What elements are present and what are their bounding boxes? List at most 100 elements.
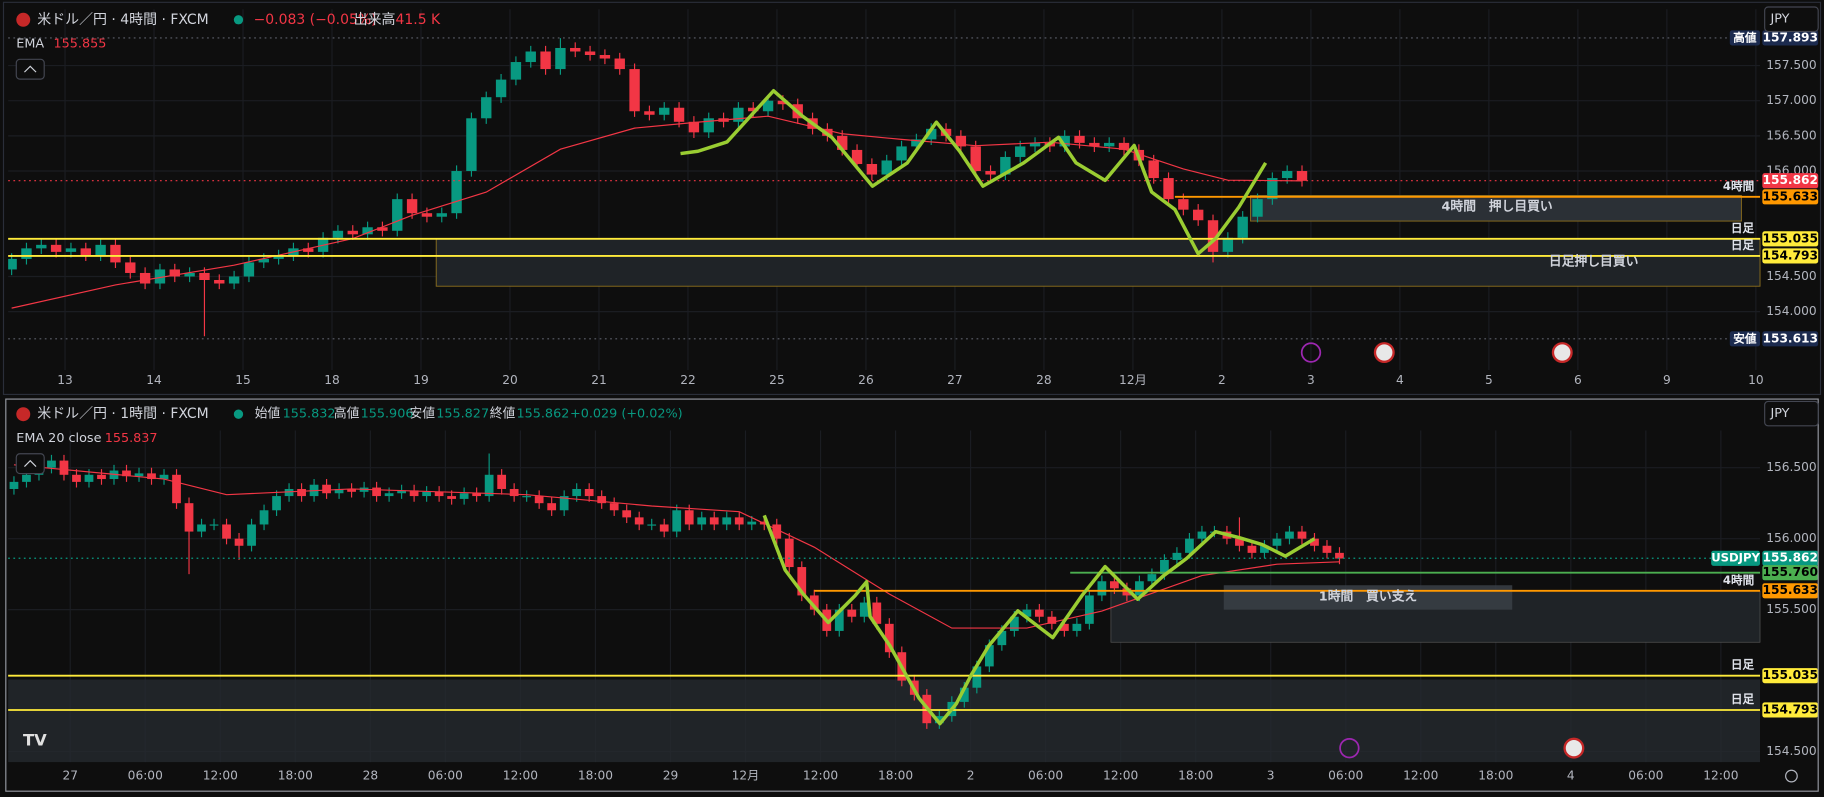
x-tick-label: 4	[1567, 769, 1575, 783]
ema-line	[11, 115, 1303, 309]
candle-body	[1197, 531, 1207, 539]
settings-icon[interactable]	[1785, 769, 1798, 783]
x-tick-label: 21	[591, 373, 607, 387]
x-tick-label: 12:00	[1403, 769, 1438, 783]
candle-body	[722, 517, 732, 525]
volume-label: 出来高	[354, 11, 396, 28]
candle-body	[748, 107, 759, 112]
candle-body	[384, 493, 394, 497]
level-label: 日足	[1731, 221, 1755, 235]
price-tag-value: 155.633	[1762, 583, 1818, 597]
price-tag-value: 154.793	[1762, 248, 1818, 262]
candle-body	[484, 474, 494, 497]
candle-body	[934, 716, 944, 724]
candle-body	[169, 269, 180, 277]
candle-body	[234, 538, 244, 546]
candle-body	[884, 623, 894, 653]
candle-body	[397, 490, 406, 494]
zone-label: 4時間 押し目買い	[1442, 199, 1553, 215]
candle-body	[688, 121, 700, 133]
candle-body	[247, 524, 256, 546]
candle-body	[65, 248, 77, 252]
candle-body	[495, 79, 507, 98]
candle-body	[614, 58, 625, 70]
x-tick-label: 3	[1307, 373, 1315, 387]
candle-body	[1285, 531, 1294, 539]
x-tick-label: 06:00	[1328, 769, 1363, 783]
candle-body	[572, 488, 582, 497]
x-tick-label: 10	[1748, 373, 1764, 387]
x-tick-label: 9	[1663, 373, 1671, 387]
candle-body	[80, 248, 91, 256]
price-tag	[1762, 189, 1819, 205]
x-tick-label: 18	[324, 373, 340, 387]
zone	[1223, 585, 1513, 610]
candle-body	[684, 510, 694, 525]
status-dot	[233, 15, 244, 25]
candle-body	[851, 149, 863, 164]
candle-body	[110, 244, 121, 263]
level-label-box	[1729, 331, 1761, 347]
candle-body	[697, 517, 707, 525]
candle-body	[534, 496, 544, 504]
candle-body	[926, 128, 937, 140]
level-label: 安値	[1733, 331, 1757, 345]
trend-drawing	[680, 89, 1268, 256]
event-icon[interactable]	[1300, 342, 1322, 363]
candle-body	[84, 474, 94, 482]
quote-value: 155.827	[436, 407, 489, 422]
event-icon[interactable]	[1373, 342, 1395, 364]
collapse-button[interactable]	[15, 58, 45, 80]
event-icon[interactable]	[1551, 342, 1573, 364]
candle-body	[125, 262, 136, 273]
candle-body	[809, 595, 819, 610]
candle-body	[1034, 609, 1044, 617]
price-tag-value: 155.862	[1762, 551, 1818, 565]
candle-body	[139, 272, 151, 284]
candle-body	[497, 474, 507, 489]
quote-value: 155.906	[361, 407, 414, 422]
change: −0.083 (−0.05%)	[254, 12, 377, 28]
candle-body	[1207, 220, 1219, 252]
y-tick-label: 156.500	[1766, 460, 1816, 474]
price-tag	[1762, 565, 1819, 581]
level-label-box	[1729, 30, 1761, 46]
candle-body	[570, 47, 581, 52]
candle-body	[1135, 581, 1144, 596]
x-tick-label: 15	[235, 373, 251, 387]
candle-body	[1118, 142, 1130, 150]
x-tick-label: 06:00	[428, 769, 463, 783]
candle-body	[1163, 178, 1174, 200]
x-tick-label: 20	[502, 373, 518, 387]
candle-body	[322, 484, 331, 494]
x-tick-label: 06:00	[1628, 769, 1663, 783]
y-tick-label: 155.500	[1766, 602, 1816, 616]
event-icon[interactable]	[1563, 737, 1585, 759]
candle-body	[258, 258, 269, 263]
x-tick-label: 13	[57, 373, 73, 387]
x-tick-label: 5	[1485, 373, 1493, 387]
candle-body	[1059, 623, 1069, 631]
price-tag-value: 153.613	[1762, 331, 1818, 345]
price-tag	[1762, 248, 1819, 264]
price-tag	[1762, 331, 1819, 347]
candle-body	[95, 244, 106, 256]
price-tag	[1762, 668, 1819, 684]
x-tick-label: 12:00	[503, 769, 538, 783]
logo: TV	[23, 731, 47, 750]
collapse-button[interactable]	[15, 453, 45, 475]
currency-button[interactable]	[1764, 6, 1819, 32]
candle-body	[985, 171, 996, 175]
status-dot	[233, 409, 244, 419]
candle-body	[1122, 588, 1132, 596]
candle-body	[555, 47, 566, 70]
currency-button[interactable]	[1764, 400, 1819, 427]
candle-body	[1322, 545, 1332, 553]
price-tag-value: 157.893	[1762, 30, 1818, 44]
candle-body	[21, 248, 32, 259]
candle-body	[959, 687, 969, 702]
y-tick-label: 154.500	[1766, 744, 1816, 758]
event-icon[interactable]	[1339, 737, 1360, 759]
currency: JPY	[1769, 12, 1789, 27]
x-tick-label: 6	[1574, 373, 1582, 387]
